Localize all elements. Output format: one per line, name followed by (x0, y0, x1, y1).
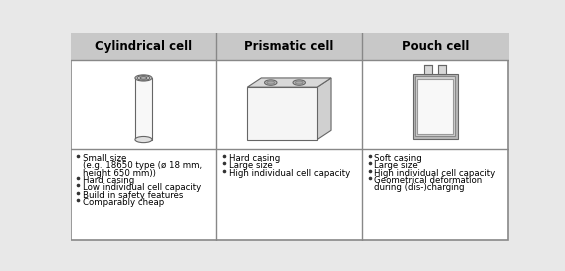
Bar (415, 76, 455, 137)
Text: Low individual cell capacity: Low individual cell capacity (83, 183, 201, 192)
Text: Large size: Large size (375, 162, 418, 170)
Bar (135, 78, 152, 140)
Text: Comparably cheap: Comparably cheap (83, 198, 164, 207)
Bar (413, 74, 458, 139)
Bar (247, 87, 317, 140)
Text: High individual cell capacity: High individual cell capacity (229, 169, 350, 178)
Ellipse shape (135, 137, 152, 143)
Text: Geometrical deformation: Geometrical deformation (375, 176, 483, 185)
Text: (e.g. 18650 type (ø 18 mm,: (e.g. 18650 type (ø 18 mm, (83, 162, 202, 170)
Text: Small size: Small size (83, 154, 127, 163)
Text: Pouch cell: Pouch cell (402, 40, 469, 53)
Bar (216, 33, 362, 60)
Text: height 650 mm)): height 650 mm)) (83, 169, 156, 178)
Ellipse shape (267, 81, 275, 84)
Polygon shape (317, 78, 331, 140)
Text: Large size: Large size (229, 162, 272, 170)
Ellipse shape (135, 75, 152, 81)
Text: during (dis-)charging: during (dis-)charging (375, 183, 465, 192)
Bar (438, 65, 446, 74)
Bar (418, 79, 453, 134)
Text: Soft casing: Soft casing (375, 154, 422, 163)
Ellipse shape (264, 80, 277, 85)
Ellipse shape (295, 81, 303, 84)
Bar (424, 65, 432, 74)
Text: High individual cell capacity: High individual cell capacity (375, 169, 496, 178)
Bar (362, 33, 508, 60)
Text: Hard casing: Hard casing (229, 154, 280, 163)
Text: Build in safety features: Build in safety features (83, 191, 184, 200)
Text: Prismatic cell: Prismatic cell (245, 40, 334, 53)
Ellipse shape (137, 76, 150, 80)
Ellipse shape (140, 77, 147, 79)
Polygon shape (247, 78, 331, 87)
Text: Hard casing: Hard casing (83, 176, 134, 185)
Ellipse shape (293, 80, 306, 85)
Bar (71, 33, 216, 60)
Text: Cylindrical cell: Cylindrical cell (95, 40, 192, 53)
